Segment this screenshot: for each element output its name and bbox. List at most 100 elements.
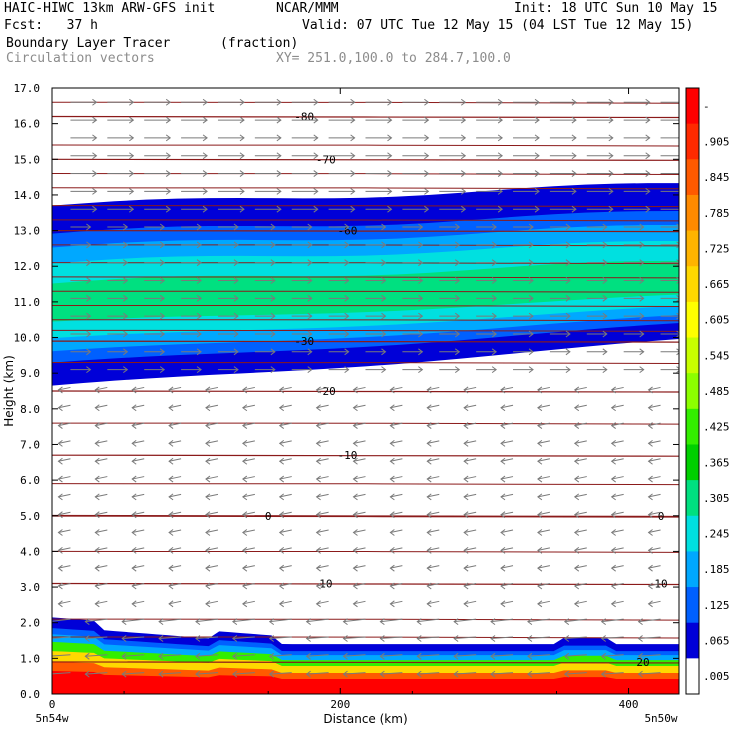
circulation-vector-head — [491, 294, 497, 302]
circulation-vector-head — [573, 564, 580, 572]
circulation-vector-head — [352, 529, 358, 536]
circulation-vector-head — [460, 170, 467, 177]
circulation-vector-head — [647, 386, 653, 394]
circulation-vector-head — [676, 348, 679, 356]
circulation-vector — [58, 386, 71, 391]
circulation-vector — [132, 583, 145, 587]
circulation-vector-head — [463, 475, 469, 483]
circulation-vector-head — [527, 670, 533, 678]
circulation-vector — [427, 493, 440, 498]
circulation-vector-head — [350, 116, 356, 124]
circulation-vector-head — [647, 529, 653, 536]
colorbar-swatch — [686, 587, 699, 624]
circulation-vector — [132, 422, 145, 427]
circulation-vector — [390, 422, 403, 427]
circulation-vector — [95, 386, 108, 391]
x-tick-label: 400 — [619, 698, 639, 711]
circulation-vector — [316, 440, 329, 444]
circulation-vector — [427, 440, 440, 444]
circulation-vector-head — [268, 635, 275, 642]
circulation-vector-head — [242, 422, 248, 429]
circulation-vector-head — [463, 457, 469, 465]
circulation-vector — [279, 565, 292, 569]
circulation-vector-head — [389, 386, 395, 394]
circulation-vector-head — [313, 170, 319, 177]
circulation-vector-head — [57, 386, 63, 394]
circulation-vector — [500, 440, 514, 444]
circulation-vector — [427, 600, 440, 605]
circulation-vector-head — [268, 652, 275, 660]
circulation-vector-head — [426, 440, 432, 447]
y-tick-label: 4.0 — [20, 545, 40, 558]
circulation-vector-head — [647, 511, 653, 519]
circulation-vector — [527, 636, 550, 639]
circulation-vector — [380, 672, 403, 675]
isotherm-line — [52, 229, 679, 233]
circulation-vector — [380, 636, 403, 639]
circulation-vector-head — [418, 348, 424, 356]
circulation-vector-head — [426, 529, 432, 536]
circulation-vector — [611, 440, 624, 444]
isotherm-line — [52, 514, 679, 518]
circulation-vector-head — [500, 564, 506, 572]
circulation-vector-head — [205, 493, 211, 501]
circulation-vector-head — [639, 223, 645, 231]
circulation-vector — [168, 600, 182, 605]
circulation-vector — [638, 636, 661, 639]
circulation-vector-head — [352, 564, 358, 572]
circulation-vector — [500, 493, 514, 498]
circulation-vector — [343, 636, 366, 639]
circulation-vector-head — [500, 511, 506, 519]
circulation-vector-head — [232, 652, 238, 660]
forecast-hour: Fcst: 37 h — [4, 18, 98, 33]
circulation-vector-head — [573, 511, 580, 519]
circulation-vector-head — [602, 223, 608, 231]
circulation-vector — [537, 565, 551, 569]
circulation-vector — [648, 386, 661, 391]
circulation-vector-head — [381, 366, 387, 374]
circulation-vector-head — [676, 312, 679, 320]
circulation-vector-head — [463, 493, 469, 501]
circulation-vector-head — [278, 493, 285, 501]
circulation-vector-head — [123, 241, 129, 249]
circulation-vector — [316, 386, 329, 391]
colorbar-label: .605 — [703, 314, 730, 327]
circulation-vector — [464, 493, 477, 498]
circulation-vector — [390, 386, 403, 391]
circulation-vector-head — [639, 294, 645, 302]
circulation-vector-head — [573, 422, 580, 429]
circulation-vector-head — [168, 475, 174, 483]
circulation-vector — [58, 529, 71, 534]
circulation-vector — [648, 511, 661, 516]
circulation-vector — [232, 672, 255, 675]
circulation-vector-head — [463, 422, 469, 429]
circulation-vector-head — [307, 366, 313, 374]
circulation-vector-head — [602, 348, 608, 356]
circulation-vector-head — [342, 618, 348, 626]
circulation-vector-head — [196, 259, 202, 267]
circulation-vector-head — [270, 330, 276, 338]
circulation-vector-head — [424, 134, 430, 142]
circulation-vector-head — [639, 312, 645, 320]
circulation-vector-head — [159, 294, 166, 302]
circulation-vector-head — [424, 205, 430, 213]
circulation-vector-head — [86, 223, 92, 231]
circulation-vector-head — [647, 582, 653, 590]
circulation-vector — [242, 440, 255, 444]
circulation-vector — [353, 404, 366, 409]
circulation-vector — [648, 404, 661, 409]
circulation-vector-head — [463, 511, 469, 519]
circulation-vector-head — [305, 652, 311, 660]
circulation-vector-head — [379, 652, 385, 660]
circulation-vector — [205, 440, 219, 444]
circulation-vector-head — [344, 330, 350, 338]
circulation-vector-head — [389, 600, 395, 608]
circulation-vector — [306, 636, 329, 639]
circulation-vector — [537, 529, 551, 534]
colorbar-label: .425 — [703, 421, 730, 434]
colorbar-label: .125 — [703, 599, 730, 612]
circulation-vector-head — [94, 493, 100, 501]
circulation-vector-head — [387, 116, 393, 124]
circulation-vector — [611, 511, 624, 516]
model-title: HAIC-HIWC 13km ARW-GFS init — [4, 1, 216, 16]
